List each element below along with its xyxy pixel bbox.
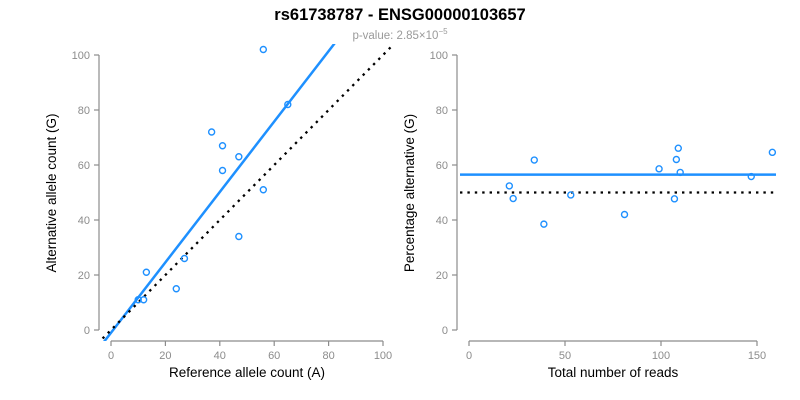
data-point bbox=[259, 45, 268, 54]
fit-line bbox=[103, 44, 336, 341]
data-point bbox=[172, 285, 180, 293]
x-tick-label: 100 bbox=[652, 350, 670, 362]
y-tick-label: 80 bbox=[436, 105, 448, 117]
x-tick-label: 20 bbox=[159, 350, 171, 362]
data-point bbox=[674, 144, 682, 152]
y-axis-label: Alternative allele count (G) bbox=[44, 113, 59, 272]
data-point bbox=[235, 232, 243, 241]
identity-line bbox=[99, 44, 394, 341]
pvalue-exponent: −5 bbox=[438, 26, 448, 36]
data-point bbox=[235, 153, 243, 161]
data-point bbox=[768, 148, 777, 157]
x-tick-label: 0 bbox=[108, 350, 114, 362]
data-point bbox=[530, 156, 538, 164]
x-tick-label: 40 bbox=[214, 350, 226, 362]
y-tick-label: 60 bbox=[436, 160, 448, 172]
data-point bbox=[567, 191, 575, 199]
allele-counts-plot: 0 20 40 60 80 100 0 20 40 60 80 100 Reference allele… bbox=[44, 44, 394, 380]
data-point bbox=[509, 194, 517, 203]
figure-header: rs61738787 - ENSG00000103657 p-value: 2.… bbox=[0, 6, 800, 43]
data-point bbox=[139, 296, 148, 304]
x-tick-label: 150 bbox=[748, 350, 766, 362]
y-tick-label: 0 bbox=[442, 325, 448, 337]
percentage-alternative-plot: 0 20 40 60 80 100 0 50 100 150 Total number of rea… bbox=[402, 50, 777, 380]
data-point bbox=[655, 165, 663, 173]
figure-subtitle: p-value: 2.85×10−5 bbox=[0, 27, 800, 43]
data-point bbox=[218, 142, 227, 150]
y-tick-label: 0 bbox=[84, 325, 90, 337]
y-axis-label: Percentage alternative (G) bbox=[402, 114, 417, 272]
y-tick-label: 20 bbox=[436, 270, 448, 282]
data-point bbox=[142, 268, 151, 276]
x-tick-label: 50 bbox=[559, 350, 571, 362]
data-point bbox=[620, 210, 629, 219]
data-point bbox=[180, 254, 189, 263]
data-point bbox=[670, 195, 679, 203]
x-tick-label: 60 bbox=[268, 350, 280, 362]
y-tick-label: 100 bbox=[430, 50, 448, 62]
data-point bbox=[505, 182, 514, 190]
x-axis-label: Reference allele count (A) bbox=[169, 365, 325, 380]
y-tick-label: 40 bbox=[436, 215, 448, 227]
figure-title: rs61738787 - ENSG00000103657 bbox=[274, 6, 526, 24]
data-point bbox=[284, 100, 292, 109]
y-tick-label: 20 bbox=[78, 270, 90, 282]
data-point bbox=[747, 172, 755, 181]
data-point bbox=[207, 128, 216, 136]
x-tick-label: 0 bbox=[466, 350, 472, 362]
x-axis-label: Total number of reads bbox=[548, 365, 679, 380]
pvalue-text: p-value: 2.85×10 bbox=[352, 29, 439, 42]
data-point bbox=[540, 220, 548, 228]
y-tick-label: 80 bbox=[78, 105, 90, 117]
y-tick-label: 40 bbox=[78, 215, 90, 227]
data-point bbox=[672, 155, 681, 164]
y-tick-label: 60 bbox=[78, 160, 90, 172]
y-tick-label: 100 bbox=[72, 50, 90, 62]
data-point bbox=[676, 168, 684, 177]
data-point bbox=[259, 186, 268, 194]
data-point bbox=[218, 166, 227, 175]
x-tick-label: 80 bbox=[322, 350, 334, 362]
x-tick-label: 100 bbox=[374, 350, 392, 362]
